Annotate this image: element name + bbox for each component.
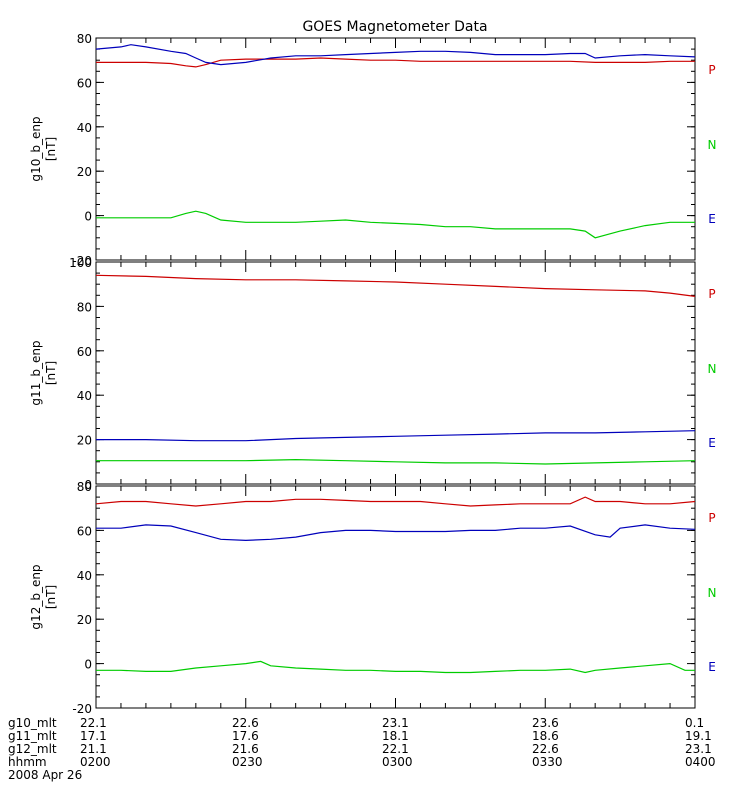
footer-value: 23.1 — [685, 742, 712, 756]
legend-e: E — [708, 660, 716, 674]
footer-value: 22.1 — [382, 742, 409, 756]
y-tick-label: 20 — [77, 434, 92, 448]
footer-label: g12_mlt — [8, 742, 57, 756]
footer-value: 17.6 — [232, 729, 259, 743]
footer-value: 21.1 — [80, 742, 107, 756]
footer-label: g10_mlt — [8, 716, 57, 730]
panel-3: -20 0 20 40 60 80 g12_b_enp [nT] P N E — [29, 480, 716, 716]
series-line-e — [96, 430, 696, 442]
y-tick-label: 40 — [77, 569, 92, 583]
footer-row-g10-mlt: g10_mlt 22.1 22.6 23.1 23.6 0.1 — [0, 716, 750, 730]
y-axis-label: g10_b_enp — [29, 116, 43, 181]
series-line-e — [96, 524, 696, 542]
footer-value: 0230 — [232, 755, 263, 769]
footer-value: 18.1 — [382, 729, 409, 743]
series-line-p — [95, 496, 696, 507]
legend-e: E — [708, 212, 716, 226]
y-axis-unit: [nT] — [44, 137, 58, 161]
series-line-n — [96, 210, 695, 239]
footer-value: 17.1 — [80, 729, 107, 743]
footer-row-g12-mlt: g12_mlt 21.1 21.6 22.1 22.6 23.1 — [0, 742, 750, 756]
y-tick-label: 80 — [77, 300, 92, 314]
footer-label: hhmm — [8, 755, 47, 769]
y-tick-label: -20 — [72, 254, 92, 268]
panel-1: -20 0 20 40 60 80 g10_b_enp [nT] P N E — [29, 32, 716, 268]
footer-value: 21.6 — [232, 742, 259, 756]
y-tick-label: 40 — [77, 121, 92, 135]
y-tick-label: 100 — [69, 256, 92, 270]
series-line-n — [96, 458, 696, 465]
y-tick-label: 0 — [84, 658, 92, 672]
y-tick-label: 60 — [77, 524, 92, 538]
y-tick-label: -20 — [72, 702, 92, 716]
y-tick-label: 60 — [77, 76, 92, 90]
series-line-p — [96, 57, 695, 68]
panel-frame — [95, 261, 696, 485]
footer-row-date: 2008 Apr 26 — [0, 768, 750, 782]
footer-value: 0400 — [685, 755, 716, 769]
series-line-p — [95, 274, 696, 297]
series-line-n — [96, 660, 695, 674]
y-tick-label: 80 — [77, 480, 92, 494]
legend-p: P — [708, 63, 715, 77]
y-tick-label: 40 — [77, 389, 92, 403]
legend-n: N — [708, 362, 717, 376]
footer-value: 0200 — [80, 755, 111, 769]
footer-value: 22.6 — [232, 716, 259, 730]
series-line-e — [95, 44, 696, 66]
y-tick-label: 60 — [77, 345, 92, 359]
y-tick-label: 0 — [84, 210, 92, 224]
y-axis-label: g11_b_enp — [29, 340, 43, 405]
y-tick-label: 20 — [77, 613, 92, 627]
footer-value: 23.6 — [532, 716, 559, 730]
legend-n: N — [708, 586, 717, 600]
footer-value: 0.1 — [685, 716, 705, 730]
footer-value: 19.1 — [685, 729, 712, 743]
footer-value: 22.1 — [80, 716, 107, 730]
footer-row-hhmm: hhmm 0200 0230 0300 0330 0400 — [0, 755, 750, 769]
footer-value: 23.1 — [382, 716, 409, 730]
y-axis-unit: [nT] — [44, 585, 58, 609]
y-tick-label: 80 — [77, 32, 92, 46]
footer-row-g11-mlt: g11_mlt 17.1 17.6 18.1 18.6 19.1 — [0, 729, 750, 743]
footer-value: 22.6 — [532, 742, 559, 756]
legend-p: P — [708, 511, 715, 525]
footer-label: g11_mlt — [8, 729, 57, 743]
legend-n: N — [708, 138, 717, 152]
y-axis-unit: [nT] — [44, 361, 58, 385]
y-tick-label: 0 — [84, 478, 92, 492]
legend-e: E — [708, 436, 716, 450]
legend-p: P — [708, 287, 715, 301]
footer-value: 0300 — [382, 755, 413, 769]
footer-value: 18.6 — [532, 729, 559, 743]
panel-frame — [95, 485, 696, 709]
y-tick-label: 20 — [77, 165, 92, 179]
chart-title: GOES Magnetometer Data — [302, 19, 487, 35]
panel-2: 0 20 40 60 80 100 g11_b_enp [nT] P N E — [29, 256, 716, 492]
footer-date: 2008 Apr 26 — [8, 768, 83, 782]
y-axis-label: g12_b_enp — [29, 564, 43, 629]
footer-value: 0330 — [532, 755, 563, 769]
panel-frame — [95, 37, 696, 261]
